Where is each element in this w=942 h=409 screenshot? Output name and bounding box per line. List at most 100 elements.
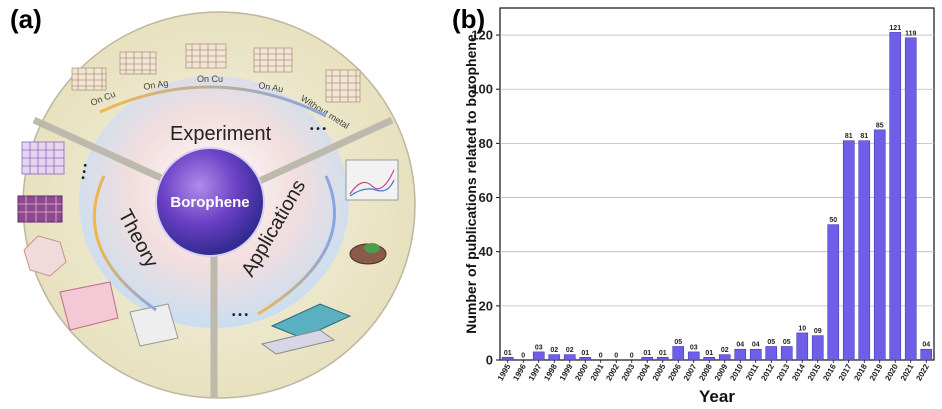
theory-arrow (92, 175, 157, 312)
x-tick-label: 2019 (868, 362, 885, 382)
x-tick-label: 1999 (558, 362, 575, 382)
y-tick-label: 0 (486, 353, 493, 368)
x-tick-label: 2012 (759, 362, 776, 382)
bar (563, 354, 576, 361)
x-tick-label: 2002 (604, 362, 621, 382)
x-tick-label: 2009 (713, 362, 730, 382)
data-label: 02 (566, 347, 574, 354)
data-label: 04 (752, 342, 760, 349)
x-tick-label: 2016 (821, 362, 838, 382)
y-tick-label: 120 (471, 28, 493, 43)
bar (641, 357, 654, 361)
x-tick-label: 2008 (697, 362, 714, 382)
bar (672, 346, 685, 361)
bar (656, 357, 669, 361)
theory-lattice-2 (17, 195, 63, 223)
data-label: 10 (798, 325, 806, 332)
x-tick-label: 2005 (651, 362, 668, 382)
panel-b-label: (b) (452, 4, 485, 34)
center-sphere (155, 147, 265, 257)
data-label: 0 (599, 353, 603, 360)
y-axis-title: Number of publications related to boroph… (463, 34, 479, 334)
bar (501, 357, 514, 361)
x-tick-label: 2017 (837, 362, 854, 382)
substrate-label-3: On Cu (197, 74, 223, 84)
bar (827, 224, 840, 361)
lattice-on-cu-2 (185, 43, 227, 69)
bar (811, 335, 824, 361)
x-tick-label: 1997 (527, 362, 544, 382)
data-label: 85 (876, 122, 884, 129)
x-tick-label: 2022 (914, 362, 931, 382)
bar (765, 346, 778, 361)
bar (548, 354, 561, 361)
x-tick-label: 2011 (744, 362, 761, 382)
data-label: 01 (705, 350, 713, 357)
theory-lattice-5 (129, 303, 179, 347)
data-label: 02 (550, 347, 558, 354)
y-tick-label: 100 (471, 82, 493, 97)
data-label: 01 (581, 350, 589, 357)
data-labels: 01 0 03 02 02 01 0 0 0 01 01 05 03 01 02 04 04 05 05 10 09 50… (504, 25, 930, 360)
bar (842, 140, 855, 361)
y-tick-label: 20 (479, 298, 493, 313)
data-label: 01 (643, 350, 651, 357)
x-tick-label: 1998 (542, 362, 559, 382)
bar (687, 351, 700, 361)
bar (873, 129, 886, 361)
y-tick-label: 80 (479, 136, 493, 151)
x-tick-label: 2003 (620, 362, 637, 382)
y-tick-label: 40 (479, 244, 493, 259)
x-tick-label: 2014 (790, 362, 807, 382)
x-tick-labels: 1995199619971998199920002001200220032004… (496, 360, 931, 382)
lattice-on-ag (119, 51, 157, 75)
bar (734, 348, 747, 361)
data-label: 05 (767, 339, 775, 346)
data-label: 81 (845, 133, 853, 140)
theory-lattice-4 (59, 281, 119, 331)
data-label: 119 (905, 30, 916, 37)
x-axis-title: Year (699, 387, 735, 406)
bar (920, 348, 933, 361)
data-label: 04 (922, 342, 930, 349)
data-label: 05 (783, 339, 791, 346)
bar (889, 32, 902, 361)
bar (780, 346, 793, 361)
x-tick-label: 2015 (806, 362, 823, 382)
y-tick-label: 60 (479, 190, 493, 205)
x-tick-label: 2001 (589, 362, 606, 382)
lattice-on-cu-1 (71, 67, 107, 91)
lattice-without-metal (325, 69, 361, 103)
data-label: 04 (736, 342, 744, 349)
x-tick-label: 1996 (511, 362, 528, 382)
data-label: 01 (504, 350, 512, 357)
bar (718, 354, 731, 361)
y-tick-labels: 0 20 40 60 80 100 120 (471, 28, 500, 368)
x-tick-label: 2013 (775, 362, 792, 382)
x-tick-label: 2007 (682, 362, 699, 382)
bar (532, 351, 545, 361)
data-label: 03 (690, 344, 698, 351)
bar (796, 332, 809, 361)
application-film (270, 303, 352, 339)
data-label: 05 (674, 339, 682, 346)
x-tick-label: 2021 (899, 362, 916, 382)
theory-lattice-3 (23, 235, 67, 277)
data-label: 81 (860, 133, 868, 140)
theory-ellipsis: • • • (78, 162, 92, 180)
applications-arrow (257, 175, 336, 316)
data-label: 0 (521, 353, 525, 360)
applications-images (260, 159, 399, 355)
bar (749, 348, 762, 361)
x-tick-label: 1995 (496, 362, 513, 382)
panel-a-label: (a) (10, 4, 42, 34)
data-label: 02 (721, 347, 729, 354)
experiment-ellipsis: • • • (310, 124, 327, 135)
data-label: 0 (630, 353, 634, 360)
data-label: 0 (614, 353, 618, 360)
x-tick-label: 2000 (573, 362, 590, 382)
experiment-arrow (99, 85, 327, 118)
substrate-label-2: On Ag (143, 78, 169, 92)
